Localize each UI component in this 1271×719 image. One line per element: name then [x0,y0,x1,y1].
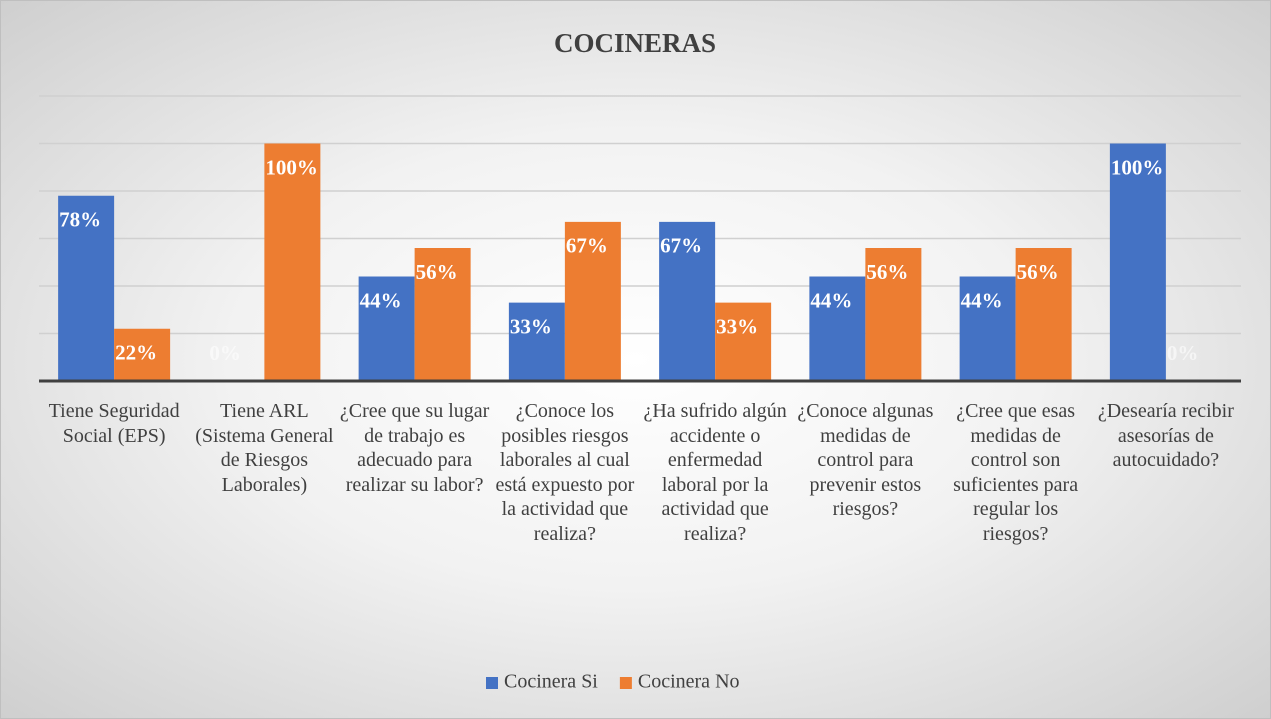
bar [1109,143,1166,381]
x-tick-label: ¿Conoce algunas medidas de control para … [797,400,934,520]
bar [58,195,115,381]
x-tick-label: ¿Desearía recibir asesorías de autocuida… [1097,400,1234,471]
x-tick-label: ¿Cree que su lugar de trabajo es adecuad… [339,400,490,496]
bar [959,276,1016,381]
data-label: 67% [660,234,702,258]
legend-swatch [486,677,498,689]
bar [865,248,922,381]
data-label: 100% [265,155,318,179]
legend-label: Cocinera Si [504,671,598,693]
data-label: 0% [209,341,241,365]
x-tick-label: ¿Ha sufrido algún accidente o enfermedad… [643,400,787,545]
bar [414,248,471,381]
data-label: 33% [716,314,758,338]
data-label: 22% [115,341,157,365]
bar [715,302,772,381]
data-label: 100% [1111,155,1164,179]
bar [358,276,415,381]
chart-title: COCINERAS [554,28,716,58]
bar [1015,248,1072,381]
data-label: 56% [866,260,908,284]
data-label: 33% [510,314,552,338]
data-label: 67% [566,234,608,258]
data-label: 56% [416,260,458,284]
data-label: 56% [1017,260,1059,284]
data-label: 0% [1167,341,1199,365]
bar [809,276,866,381]
legend-swatch [619,677,632,689]
bar [659,221,716,381]
x-tick-label: Tiene ARL (Sistema General de Riesgos La… [195,400,334,496]
bar [564,221,621,381]
bar [114,328,171,381]
x-tick-label: Tiene Seguridad Social (EPS) [48,400,180,447]
legend-label: Cocinera No [638,671,740,693]
data-label: 78% [59,208,101,232]
x-tick-label: ¿Conoce los posibles riesgos laborales a… [495,400,635,545]
data-label: 44% [961,288,1003,312]
x-tick-label: ¿Cree que esas medidas de control son su… [953,400,1079,545]
data-label: 44% [810,288,852,312]
bar [264,143,321,381]
data-label: 44% [360,288,402,312]
bar [508,302,565,381]
